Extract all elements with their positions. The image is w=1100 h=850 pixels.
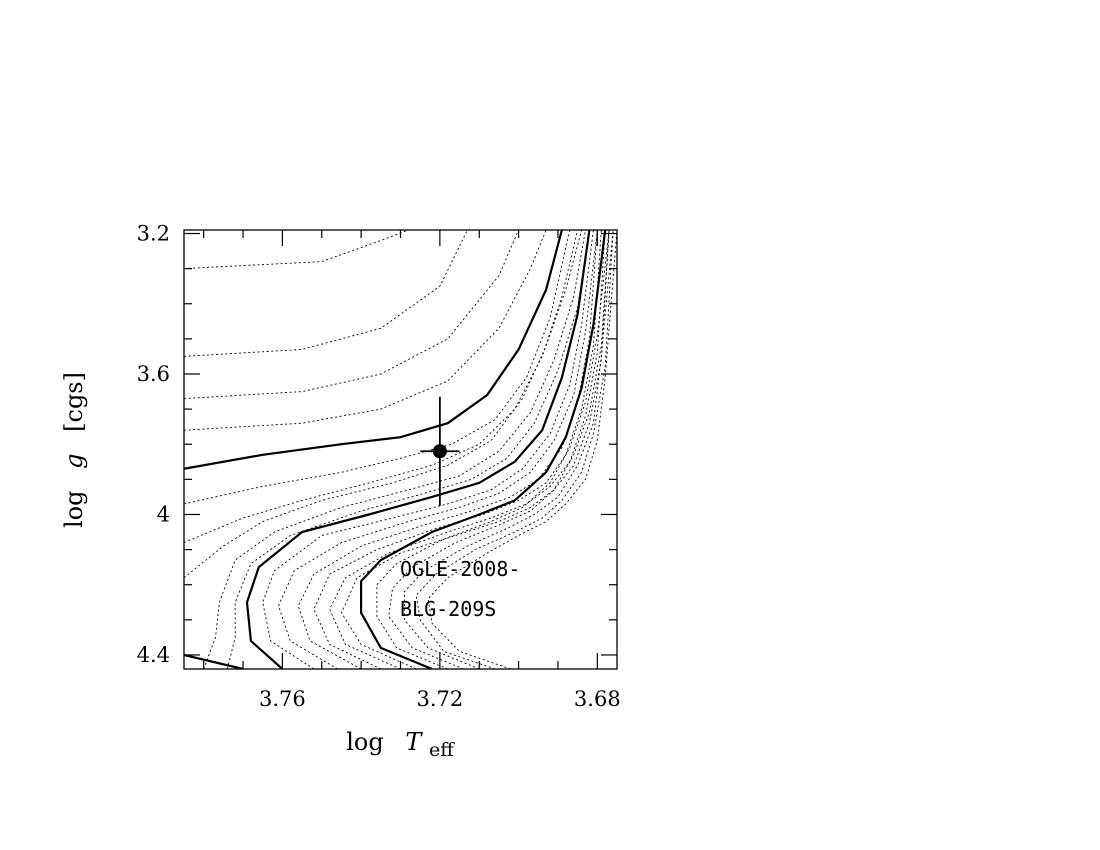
isochrone-dotted-23 xyxy=(427,230,617,669)
y-tick-label: 3.2 xyxy=(137,222,170,246)
isochrone-dotted-3 xyxy=(184,230,547,431)
isochrone-dotted-5 xyxy=(184,230,571,505)
y-tick-label: 4 xyxy=(157,502,170,526)
y-axis-title: log g [cgs] xyxy=(60,372,88,528)
isochrone-dotted-6 xyxy=(184,230,579,544)
isochrone-solid-11 xyxy=(245,230,591,669)
isochrone-dotted-13 xyxy=(278,230,598,669)
x-tick-label: 3.72 xyxy=(416,687,463,711)
y-tick-label: 3.6 xyxy=(137,362,170,386)
x-axis-title-sub: eff xyxy=(429,739,455,761)
target-point xyxy=(432,444,447,459)
isochrone-dotted-0 xyxy=(184,230,409,270)
plot-frame xyxy=(183,229,618,670)
tick-labels: 3.76 3.72 3.68 3.2 3.6 4 4.4 xyxy=(137,222,621,711)
x-tick-label: 3.68 xyxy=(574,687,621,711)
isochrone-curves xyxy=(184,230,617,669)
target-star-marker xyxy=(420,396,460,506)
y-tick-label: 4.4 xyxy=(137,643,170,667)
isochrone-dotted-22 xyxy=(415,230,614,669)
isochrone-dotted-20 xyxy=(388,230,610,669)
x-tick-label: 3.76 xyxy=(259,687,306,711)
isochrone-dotted-2 xyxy=(184,230,520,400)
isochrone-solid-18 xyxy=(360,230,607,669)
x-axis-title-main: log xyxy=(346,728,384,756)
y-axis-title-var: g xyxy=(60,453,88,468)
isochrone-dotted-17 xyxy=(340,230,610,669)
isochrone-solid-4 xyxy=(184,230,563,470)
x-axis-title: log T eff xyxy=(346,728,455,761)
isochrone-solid-10 xyxy=(184,653,244,669)
isochrone-dotted-21 xyxy=(403,230,614,669)
isochrone-dotted-19 xyxy=(376,230,610,669)
annotation-line-2: BLG-209S xyxy=(400,597,496,621)
y-axis-title-unit: [cgs] xyxy=(60,372,88,432)
isochrone-dotted-8 xyxy=(203,230,586,669)
isochrone-dotted-7 xyxy=(184,230,583,579)
annotation-line-1: OGLE-2008- xyxy=(400,557,520,581)
isochrone-dotted-15 xyxy=(313,230,602,669)
x-axis-title-var: T xyxy=(405,728,423,756)
isochrone-dotted-12 xyxy=(262,230,594,669)
isochrone-dotted-1 xyxy=(184,230,468,357)
y-axis-title-main: log xyxy=(60,491,88,529)
axis-ticks xyxy=(184,230,617,669)
